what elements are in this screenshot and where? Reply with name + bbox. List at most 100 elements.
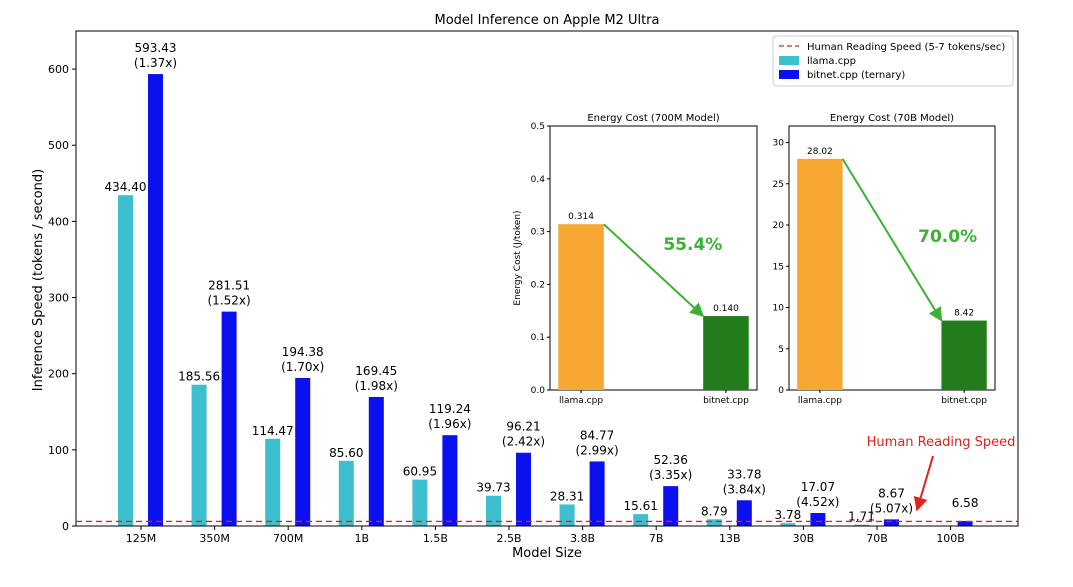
legend-label-bitnet: bitnet.cpp (ternary) [807,70,905,81]
inset-y-tick-label: 0.2 [531,280,545,290]
annotation-arrow [913,455,934,512]
speedup-label: (2.42x) [502,435,545,449]
speedup-label: (5.07x) [870,501,913,515]
data-label-bitnet-cpp: 169.45 [355,364,397,378]
data-label-llama-cpp: 8.79 [701,504,728,518]
inset-y-tick-label: 10 [773,304,785,314]
inset-bar-bitnet-cpp [703,316,749,390]
bar-llama-cpp [780,523,796,526]
data-label-llama-cpp: 15.61 [624,499,658,513]
bar-bitnet-cpp [810,513,826,526]
inset-value-label: 8.42 [954,309,974,319]
inset-value-label: 0.314 [568,212,594,222]
legend-swatch-bitnet [779,70,799,79]
speedup-label: (1.52x) [208,294,251,308]
x-tick-label: 1.5B [423,532,448,545]
bar-bitnet-cpp [589,461,605,526]
data-label-bitnet-cpp: 84.77 [580,428,614,442]
y-tick-label: 200 [48,368,69,381]
reduction-arrow [603,223,705,318]
inset-bar-llama-cpp [797,158,843,390]
inset-frame [788,125,996,391]
y-tick-label: 0 [62,520,69,533]
bar-bitnet-cpp [663,486,679,526]
bar-bitnet-cpp [295,377,311,526]
speedup-label: (4.52x) [796,495,839,509]
main-data-labels-layer: 434.40 593.43(1.37x) 185.56 281.51(1.52x) 11… [105,41,979,524]
data-label-bitnet-cpp: 6.58 [952,496,979,510]
x-tick-label: 13B [719,532,741,545]
bar-llama-cpp [412,479,428,526]
bar-llama-cpp [559,504,575,526]
x-tick-label: 125M [126,532,157,545]
human-reading-annotation: Human Reading Speed [867,435,1016,450]
chart-title: Model Inference on Apple M2 Ultra [434,13,659,28]
legend-label-llama: llama.cpp [807,56,856,67]
bar-llama-cpp [854,524,869,526]
bar-bitnet-cpp [442,435,458,526]
inset-energy-70b: Energy Cost (70B Model) 0 5 10 15 20 25 30 28.02… [761,110,1001,406]
data-label-llama-cpp: 1.71 [848,510,875,524]
inset-x-tick-label: bitnet.cpp [703,396,749,406]
main-bars-layer [118,74,973,527]
inset-y-tick-label: 0.0 [531,386,546,396]
x-tick-label: 350M [199,532,230,545]
inset-y-tick-label: 0.1 [531,333,545,343]
data-label-bitnet-cpp: 8.67 [878,486,905,500]
x-tick-label: 7B [649,532,664,545]
reduction-arrow [841,158,943,322]
bar-bitnet-cpp [368,396,384,526]
speedup-label: (2.99x) [576,443,619,457]
data-label-llama-cpp: 114.47 [252,424,294,438]
main-plot-frame [75,30,1019,527]
x-axis-label: Model Size [512,546,582,561]
bar-bitnet-cpp [148,74,163,526]
speedup-label: (1.96x) [428,417,471,431]
speedup-label: (1.70x) [281,360,324,374]
legend-swatch-llama [779,56,799,65]
inset-title: Energy Cost (700M Model) [587,113,719,124]
data-label-llama-cpp: 28.31 [550,489,584,503]
inset-bar-llama-cpp [558,224,604,390]
legend-label-reference: Human Reading Speed (5-7 tokens/sec) [807,42,1005,53]
data-label-llama-cpp: 39.73 [476,481,510,495]
inset-y-tick-label: 25 [773,180,784,190]
data-label-bitnet-cpp: 593.43 [135,41,177,55]
data-label-bitnet-cpp: 281.51 [208,279,250,293]
x-tick-label: 3.8B [570,532,595,545]
speedup-label: (3.35x) [649,468,692,482]
data-label-bitnet-cpp: 52.36 [654,453,688,467]
inset-y-tick-label: 0.4 [531,175,546,185]
bar-bitnet-cpp [884,519,899,526]
data-label-llama-cpp: 434.40 [105,180,147,194]
data-label-bitnet-cpp: 96.21 [506,420,540,434]
y-tick-label: 600 [48,63,69,76]
inset-y-tick-label: 0.3 [531,228,545,238]
x-tick-label: 100B [936,532,965,545]
inset-x-tick-label: llama.cpp [798,396,842,406]
bar-llama-cpp [191,384,207,526]
y-tick-label: 400 [48,215,69,228]
bar-llama-cpp [338,460,354,526]
inset-x-tick-label: bitnet.cpp [941,396,987,406]
speedup-label: (3.84x) [723,482,766,496]
bar-llama-cpp [265,438,281,526]
x-tick-label: 30B [793,532,815,545]
data-label-bitnet-cpp: 119.24 [429,402,471,416]
bar-bitnet-cpp [516,452,531,526]
bar-llama-cpp [633,514,649,526]
bar-bitnet-cpp [736,500,752,526]
inset-value-label: 28.02 [807,147,833,157]
bar-bitnet-cpp [221,311,237,526]
inset-y-tick-label: 15 [773,262,784,272]
y-tick-label: 500 [48,139,69,152]
x-tick-label: 70B [866,532,888,545]
reduction-label: 70.0% [918,227,977,247]
inset-bar-bitnet-cpp [941,320,987,390]
x-tick-label: 1B [355,532,370,545]
speedup-label: (1.98x) [355,379,398,393]
inset-energy-700m: Energy Cost (700M Model) 0.0 0.1 0.2 0.3 0.4 0… [504,110,763,406]
